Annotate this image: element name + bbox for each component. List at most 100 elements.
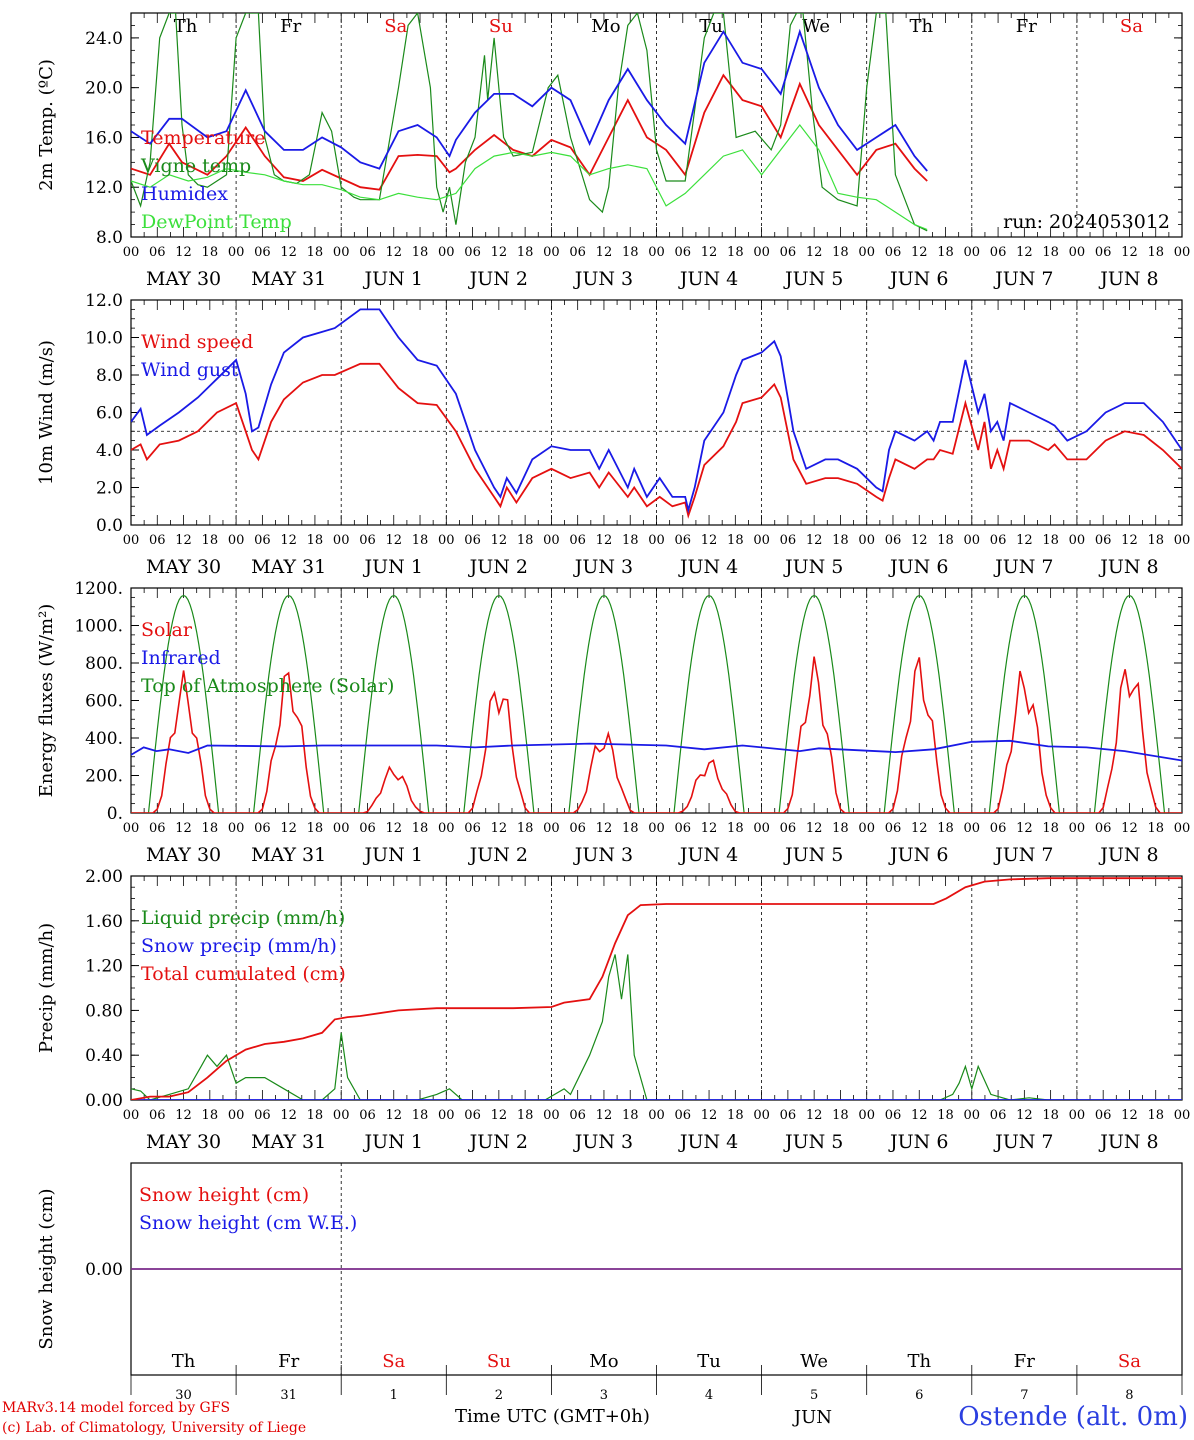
weekday-label: Th <box>172 1351 196 1372</box>
hour-tick-label: 00 <box>964 821 981 836</box>
hour-tick-label: 12 <box>701 245 718 260</box>
hour-tick-label: 00 <box>964 245 981 260</box>
hour-tick-label: 18 <box>937 245 954 260</box>
date-label: JUN 3 <box>573 844 633 866</box>
weekday-label: Th <box>909 16 933 37</box>
y-tick-label: 24.0 <box>85 29 123 49</box>
hour-tick-label: 00 <box>964 1108 981 1123</box>
hour-tick-label: 06 <box>675 533 692 548</box>
legend-entry: DewPoint Temp <box>141 211 292 233</box>
run-label: run: 2024053012 <box>1003 211 1170 233</box>
y-tick-label: 600. <box>85 692 123 712</box>
hour-tick-label: 18 <box>1042 821 1059 836</box>
hour-tick-label: 00 <box>333 245 350 260</box>
hour-tick-label: 18 <box>307 533 324 548</box>
y-tick-label: 800. <box>85 654 123 674</box>
hour-tick-label: 18 <box>517 245 534 260</box>
weekday-label: Tu <box>697 1351 721 1372</box>
hour-tick-label: 18 <box>622 245 639 260</box>
date-label: JUN 8 <box>1098 1131 1158 1153</box>
hour-tick-label: 00 <box>123 1108 140 1123</box>
y-tick-label: 12.0 <box>85 178 123 198</box>
time-axis-label: Time UTC (GMT+0h) <box>455 1406 650 1427</box>
hour-tick-label: 18 <box>517 821 534 836</box>
date-label: JUN 7 <box>993 1131 1053 1153</box>
hour-tick-label: 06 <box>885 533 902 548</box>
series-line-total-cumulated-cm- <box>131 877 1182 1100</box>
station-name: Ostende (alt. 0m) <box>958 1402 1188 1432</box>
weekday-label: Th <box>907 1351 931 1372</box>
y-axis-label: Snow height (cm) <box>36 1188 57 1349</box>
hour-tick-label: 00 <box>543 1108 560 1123</box>
hour-tick-label: 12 <box>1121 533 1138 548</box>
weekday-label: Fr <box>278 1351 299 1372</box>
date-label: JUN 7 <box>993 556 1053 578</box>
date-label: JUN 1 <box>363 1131 423 1153</box>
hour-tick-label: 00 <box>964 533 981 548</box>
hour-tick-label: 06 <box>675 245 692 260</box>
legend-entry: Temperature <box>141 127 265 149</box>
hour-tick-label: 06 <box>149 533 166 548</box>
y-tick-label: 1000. <box>74 617 123 637</box>
hour-tick-label: 00 <box>753 821 770 836</box>
hour-tick-label: 12 <box>491 1108 508 1123</box>
hour-tick-label: 12 <box>911 1108 928 1123</box>
hour-tick-label: 00 <box>123 533 140 548</box>
hour-tick-label: 00 <box>753 533 770 548</box>
hour-tick-label: 18 <box>622 821 639 836</box>
hour-tick-label: 18 <box>202 821 219 836</box>
hour-tick-label: 18 <box>1042 533 1059 548</box>
hour-tick-label: 00 <box>123 821 140 836</box>
y-axis-label: Energy fluxes (W/m²) <box>36 604 57 798</box>
hour-tick-label: 00 <box>1174 245 1191 260</box>
hour-tick-label: 06 <box>1095 245 1112 260</box>
hour-tick-label: 12 <box>911 821 928 836</box>
hour-tick-label: 12 <box>596 821 613 836</box>
hour-tick-label: 18 <box>1147 533 1164 548</box>
hour-tick-label: 12 <box>806 533 823 548</box>
month-label: JUN <box>792 1407 832 1428</box>
y-axis-label: 2m Temp. (ºC) <box>36 59 57 191</box>
hour-tick-label: 00 <box>648 1108 665 1123</box>
y-tick-label: 4.0 <box>96 441 123 461</box>
weekday-label: Sa <box>384 16 407 37</box>
legend-entry: Snow precip (mm/h) <box>141 935 337 957</box>
y-tick-label: 6.0 <box>96 404 123 424</box>
hour-tick-label: 06 <box>359 245 376 260</box>
hour-tick-label: 06 <box>359 533 376 548</box>
hour-tick-label: 12 <box>806 1108 823 1123</box>
hour-tick-label: 06 <box>885 821 902 836</box>
date-label: JUN 2 <box>468 268 528 290</box>
y-tick-label: 2.00 <box>85 867 123 887</box>
date-label: JUN 2 <box>468 1131 528 1153</box>
hour-tick-label: 06 <box>359 821 376 836</box>
hour-tick-label: 06 <box>569 533 586 548</box>
hour-tick-label: 12 <box>1121 821 1138 836</box>
hour-tick-label: 12 <box>385 533 402 548</box>
hour-tick-label: 12 <box>1016 821 1033 836</box>
day-number-label: 5 <box>810 1388 818 1403</box>
hour-tick-label: 06 <box>990 533 1007 548</box>
hour-tick-label: 06 <box>464 533 481 548</box>
hour-tick-label: 06 <box>1095 533 1112 548</box>
date-label: JUN 5 <box>783 1131 843 1153</box>
panel-2-frame <box>130 587 1183 814</box>
weekday-label: We <box>800 1351 828 1372</box>
hour-tick-label: 12 <box>1016 533 1033 548</box>
hour-tick-label: 18 <box>832 245 849 260</box>
hour-tick-label: 06 <box>464 245 481 260</box>
hour-tick-label: 18 <box>832 1108 849 1123</box>
y-tick-label: 0.0 <box>96 516 123 536</box>
weekday-label: We <box>802 16 830 37</box>
y-tick-label: 1.20 <box>85 957 123 977</box>
hour-tick-label: 00 <box>228 1108 245 1123</box>
hour-tick-label: 12 <box>596 245 613 260</box>
date-label: JUN 8 <box>1098 556 1158 578</box>
date-label: JUN 7 <box>993 268 1053 290</box>
day-number-label: 1 <box>390 1388 398 1403</box>
day-number-label: 30 <box>175 1388 192 1403</box>
date-label: JUN 1 <box>363 268 423 290</box>
weekday-label: Tu <box>699 16 723 37</box>
date-label: JUN 2 <box>468 844 528 866</box>
